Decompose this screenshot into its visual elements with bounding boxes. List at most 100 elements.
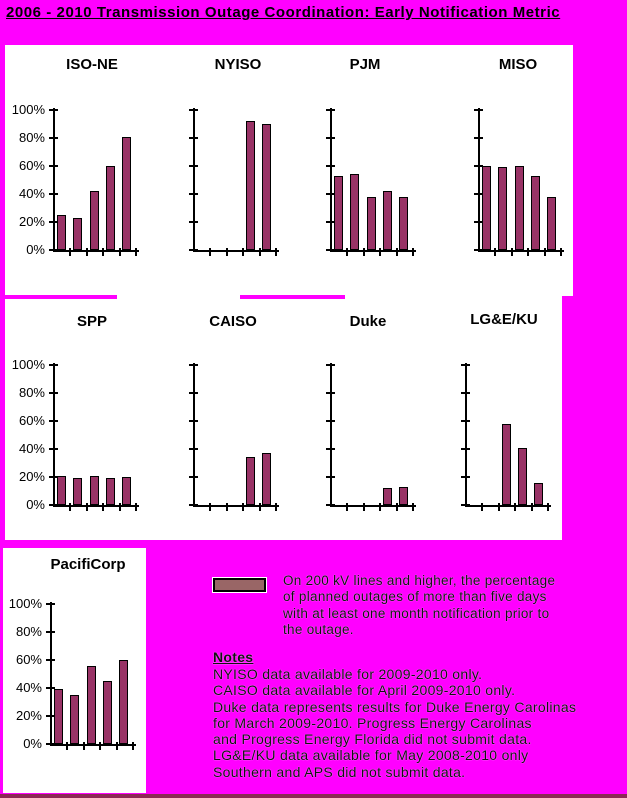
y-axis-label-spp: 20% (18, 469, 45, 484)
y-tick-caiso (189, 448, 198, 450)
x-tick-miso (544, 248, 546, 256)
bar-spp-2008 (90, 476, 99, 505)
x-tick-spp (135, 503, 137, 511)
bar-iso-ne-2007 (73, 218, 82, 250)
x-tick-iso-ne (135, 248, 137, 256)
legend-line: of planned outages of more than five day… (283, 589, 547, 605)
x-tick-pjm (412, 248, 414, 256)
y-axis-label-spp: 0% (26, 497, 45, 512)
bar-nyiso-2009 (246, 121, 255, 250)
x-axis-nyiso (193, 250, 279, 252)
bar-pacificorp-2007 (70, 695, 79, 744)
y-axis-caiso (193, 363, 195, 507)
x-tick-pjm (396, 248, 398, 256)
y-tick-duke (326, 364, 335, 366)
x-tick-miso (527, 248, 529, 256)
y-tick-iso-ne (49, 109, 58, 111)
y-tick-pjm (326, 109, 335, 111)
x-axis-pjm (330, 250, 416, 252)
y-tick-spp (49, 476, 58, 478)
y-tick-spp (49, 392, 58, 394)
bar-duke-2010 (399, 487, 408, 505)
y-tick-duke (326, 392, 335, 394)
y-tick-miso (474, 221, 483, 223)
x-tick-lg-e-ku (514, 503, 516, 511)
y-axis-label-pacificorp: 0% (23, 736, 42, 751)
x-tick-caiso (209, 503, 211, 511)
x-tick-caiso (275, 503, 277, 511)
y-tick-duke (326, 420, 335, 422)
x-tick-caiso (242, 503, 244, 511)
bar-caiso-2009 (246, 457, 255, 505)
note-line: and Progress Energy Florida did not subm… (213, 731, 532, 748)
bar-lg-e-ku-2009 (518, 448, 527, 505)
y-tick-miso (474, 137, 483, 139)
x-tick-spp (86, 503, 88, 511)
chart-panel-row2 (5, 293, 562, 540)
y-axis-label-spp: 100% (11, 357, 45, 372)
x-tick-pacificorp (83, 742, 85, 750)
bar-lg-e-ku-2010 (534, 483, 543, 505)
y-tick-nyiso (189, 165, 198, 167)
y-tick-pacificorp (46, 603, 55, 605)
y-tick-pjm (326, 137, 335, 139)
y-tick-iso-ne (49, 165, 58, 167)
y-tick-spp (49, 504, 58, 506)
y-axis-label-pacificorp: 60% (15, 652, 42, 667)
y-tick-pacificorp (46, 715, 55, 717)
x-axis-iso-ne (53, 250, 139, 252)
legend-line: the outage. (283, 621, 354, 637)
chart-title-lg-e-ku: LG&E/KU (470, 311, 538, 328)
y-axis-lg-e-ku (465, 363, 467, 507)
note-line: CAISO data available for April 2009-2010… (213, 682, 516, 699)
x-tick-lg-e-ku (498, 503, 500, 511)
bar-miso-2007 (498, 167, 507, 250)
y-axis-label-pacificorp: 80% (15, 624, 42, 639)
row-gap-left (0, 295, 117, 299)
bar-pjm-2006 (334, 176, 343, 250)
y-tick-lg-e-ku (461, 448, 470, 450)
y-tick-pjm (326, 249, 335, 251)
notes-heading: Notes (213, 649, 254, 665)
chart-title-duke: Duke (349, 313, 387, 330)
y-tick-duke (326, 476, 335, 478)
y-tick-duke (326, 448, 335, 450)
y-axis-nyiso (193, 108, 195, 252)
bar-pjm-2010 (399, 197, 408, 250)
bar-spp-2007 (73, 478, 82, 505)
x-tick-nyiso (242, 248, 244, 256)
y-tick-iso-ne (49, 249, 58, 251)
bar-pjm-2009 (383, 191, 392, 250)
bar-miso-2008 (515, 166, 524, 250)
y-axis-label-spp: 60% (18, 413, 45, 428)
x-tick-spp (102, 503, 104, 511)
bar-iso-ne-2008 (90, 191, 99, 250)
y-tick-duke (326, 504, 335, 506)
x-tick-caiso (226, 503, 228, 511)
x-tick-nyiso (275, 248, 277, 256)
y-axis-label-iso-ne: 60% (18, 158, 45, 173)
bar-iso-ne-2006 (57, 215, 66, 250)
x-tick-spp (119, 503, 121, 511)
y-tick-caiso (189, 504, 198, 506)
y-axis-spp (53, 363, 55, 507)
y-tick-lg-e-ku (461, 476, 470, 478)
bar-spp-2006 (57, 476, 66, 505)
x-axis-lg-e-ku (465, 505, 551, 507)
y-tick-pacificorp (46, 659, 55, 661)
y-tick-spp (49, 448, 58, 450)
note-line: Duke data represents results for Duke En… (213, 698, 577, 715)
y-axis-pacificorp (50, 602, 52, 746)
x-tick-iso-ne (102, 248, 104, 256)
x-tick-duke (412, 503, 414, 511)
note-line: LG&E/KU data available for May 2008-2010… (213, 747, 529, 764)
y-tick-miso (474, 193, 483, 195)
y-tick-nyiso (189, 193, 198, 195)
bar-miso-2010 (547, 197, 556, 250)
bar-iso-ne-2009 (106, 166, 115, 250)
x-tick-pjm (363, 248, 365, 256)
y-tick-miso (474, 165, 483, 167)
y-axis-label-iso-ne: 80% (18, 130, 45, 145)
bar-lg-e-ku-2008 (502, 424, 511, 505)
